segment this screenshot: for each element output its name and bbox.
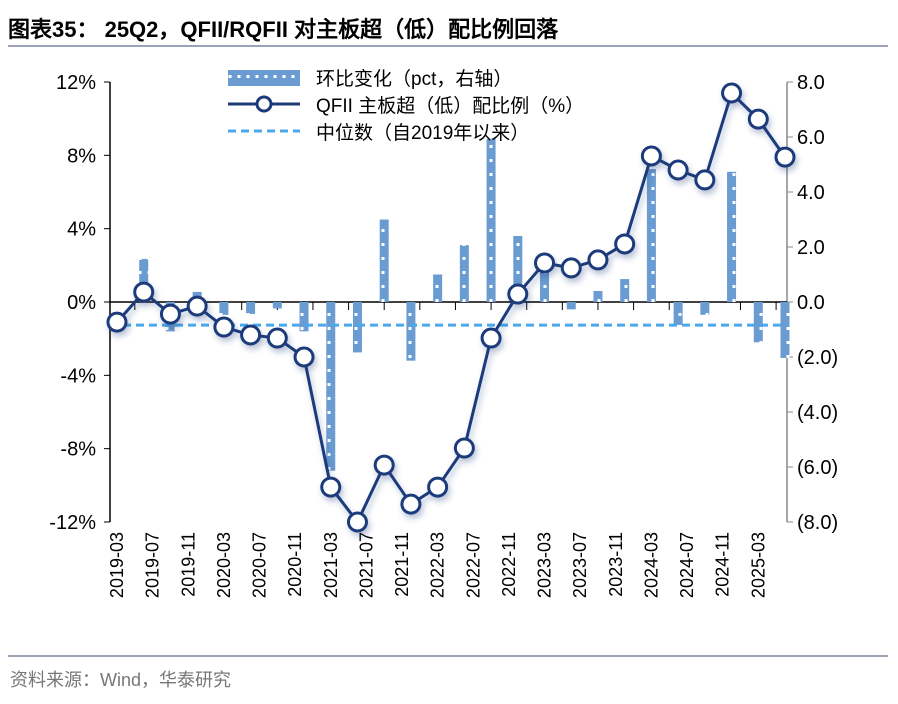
top-divider <box>8 45 888 47</box>
x-tick-label: 2020-11 <box>285 532 305 597</box>
x-tick-label: 2024-03 <box>641 532 661 598</box>
bar <box>326 302 336 471</box>
x-tick-label: 2025-03 <box>748 532 768 598</box>
ratio-point <box>373 454 395 476</box>
bottom-divider <box>8 655 888 657</box>
left-tick-label: -8% <box>60 439 96 461</box>
bar <box>673 302 683 325</box>
bar <box>780 302 790 358</box>
right-tick-label: 6.0 <box>797 127 825 149</box>
legend-line-marker <box>255 95 273 113</box>
x-tick-label: 2023-11 <box>606 532 626 597</box>
x-tick-label: 2022-11 <box>499 532 519 597</box>
ratio-point <box>507 283 529 305</box>
x-tick-label: 2024-07 <box>677 532 697 598</box>
ratio-point <box>721 82 743 104</box>
x-tick-label: 2024-11 <box>713 532 733 597</box>
left-tick-label: 12% <box>56 72 96 94</box>
ratio-point <box>400 493 422 515</box>
ratio-point <box>614 233 636 255</box>
ratio-point <box>293 346 315 368</box>
legend-median-label: 中位数（自2019年以来） <box>316 122 529 144</box>
bar <box>379 219 389 302</box>
right-tick-label: (4.0) <box>797 402 838 424</box>
ratio-point <box>774 146 796 168</box>
ratio-point <box>427 476 449 498</box>
bar <box>620 279 630 302</box>
bar <box>352 302 362 353</box>
legend: 环比变化（pct，右轴） QFII 主板超（低）配比例（%） 中位数（自2019… <box>228 68 584 144</box>
left-tick-label: 4% <box>67 219 96 241</box>
ratio-point <box>159 303 181 325</box>
x-tick-label: 2022-07 <box>463 532 483 598</box>
ratio-point <box>346 511 368 533</box>
x-tick-label: 2023-07 <box>570 532 590 598</box>
bar <box>246 302 256 314</box>
legend-bar-swatch <box>228 70 300 86</box>
right-tick-label: (8.0) <box>797 512 838 534</box>
ratio-point <box>266 327 288 349</box>
bar <box>593 291 603 302</box>
right-tick-label: (2.0) <box>797 347 838 369</box>
ratio-point <box>453 437 475 459</box>
x-tick-label: 2021-03 <box>321 532 341 598</box>
x-tick-label: 2020-03 <box>214 532 234 598</box>
right-tick-label: 0.0 <box>797 292 825 314</box>
ratio-line <box>115 90 787 525</box>
bar <box>540 268 550 302</box>
bar <box>433 274 443 302</box>
ratio-point <box>560 257 582 279</box>
ratio-point <box>320 476 342 498</box>
ratio-point <box>106 311 128 333</box>
left-tick-label: 8% <box>67 145 96 167</box>
x-tick-label: 2019-03 <box>107 532 127 598</box>
bar <box>566 302 576 310</box>
right-tick-label: 8.0 <box>797 72 825 94</box>
legend-line-label: QFII 主板超（低）配比例（%） <box>316 95 584 117</box>
bar <box>459 245 469 302</box>
bar <box>486 138 496 302</box>
ratio-point <box>240 324 262 346</box>
right-tick-label: (6.0) <box>797 457 838 479</box>
bar <box>753 302 763 343</box>
legend-bar-label: 环比变化（pct，右轴） <box>316 68 512 90</box>
ratio-point <box>667 159 689 181</box>
bar <box>513 236 523 302</box>
ratio-point <box>587 249 609 271</box>
bar <box>406 302 416 361</box>
bar <box>272 302 282 309</box>
ratio-point <box>534 252 556 274</box>
bar <box>700 302 710 315</box>
x-tick-label: 2023-03 <box>535 532 555 598</box>
left-tick-label: -4% <box>60 365 96 387</box>
bar <box>219 302 229 315</box>
ratio-point <box>213 316 235 338</box>
figure-title: 图表35： 25Q2，QFII/RQFII 对主板超（低）配比例回落 <box>8 17 559 42</box>
ratio-point <box>480 327 502 349</box>
ratio-point <box>133 281 155 303</box>
left-tick-label: 0% <box>67 292 96 314</box>
ratio-point <box>640 145 662 167</box>
x-tick-label: 2019-07 <box>143 532 163 598</box>
right-tick-label: 2.0 <box>797 237 825 259</box>
ratio-point <box>747 108 769 130</box>
x-tick-label: 2019-11 <box>178 532 198 597</box>
bar <box>139 258 149 302</box>
bar <box>299 302 309 332</box>
left-tick-label: -12% <box>49 512 96 534</box>
x-tick-label: 2021-11 <box>392 532 412 597</box>
bar <box>646 169 656 302</box>
x-tick-label: 2020-07 <box>250 532 270 598</box>
source-note: 资料来源：Wind，华泰研究 <box>10 670 232 690</box>
ratio-point <box>186 295 208 317</box>
x-tick-label: 2021-07 <box>356 532 376 598</box>
right-tick-label: 4.0 <box>797 182 825 204</box>
bar <box>727 171 737 302</box>
ratio-point <box>694 169 716 191</box>
x-tick-label: 2022-03 <box>428 532 448 598</box>
